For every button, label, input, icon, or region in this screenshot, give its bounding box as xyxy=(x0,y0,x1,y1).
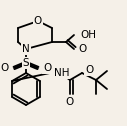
Text: O: O xyxy=(78,44,86,54)
Text: O: O xyxy=(1,63,9,73)
Text: O: O xyxy=(43,63,51,73)
Text: O: O xyxy=(66,97,74,107)
Text: O: O xyxy=(34,16,42,26)
Text: N: N xyxy=(22,44,30,54)
Text: OH: OH xyxy=(80,30,96,40)
Text: S: S xyxy=(23,58,29,68)
Text: NH: NH xyxy=(54,68,69,78)
Text: O: O xyxy=(85,65,93,75)
